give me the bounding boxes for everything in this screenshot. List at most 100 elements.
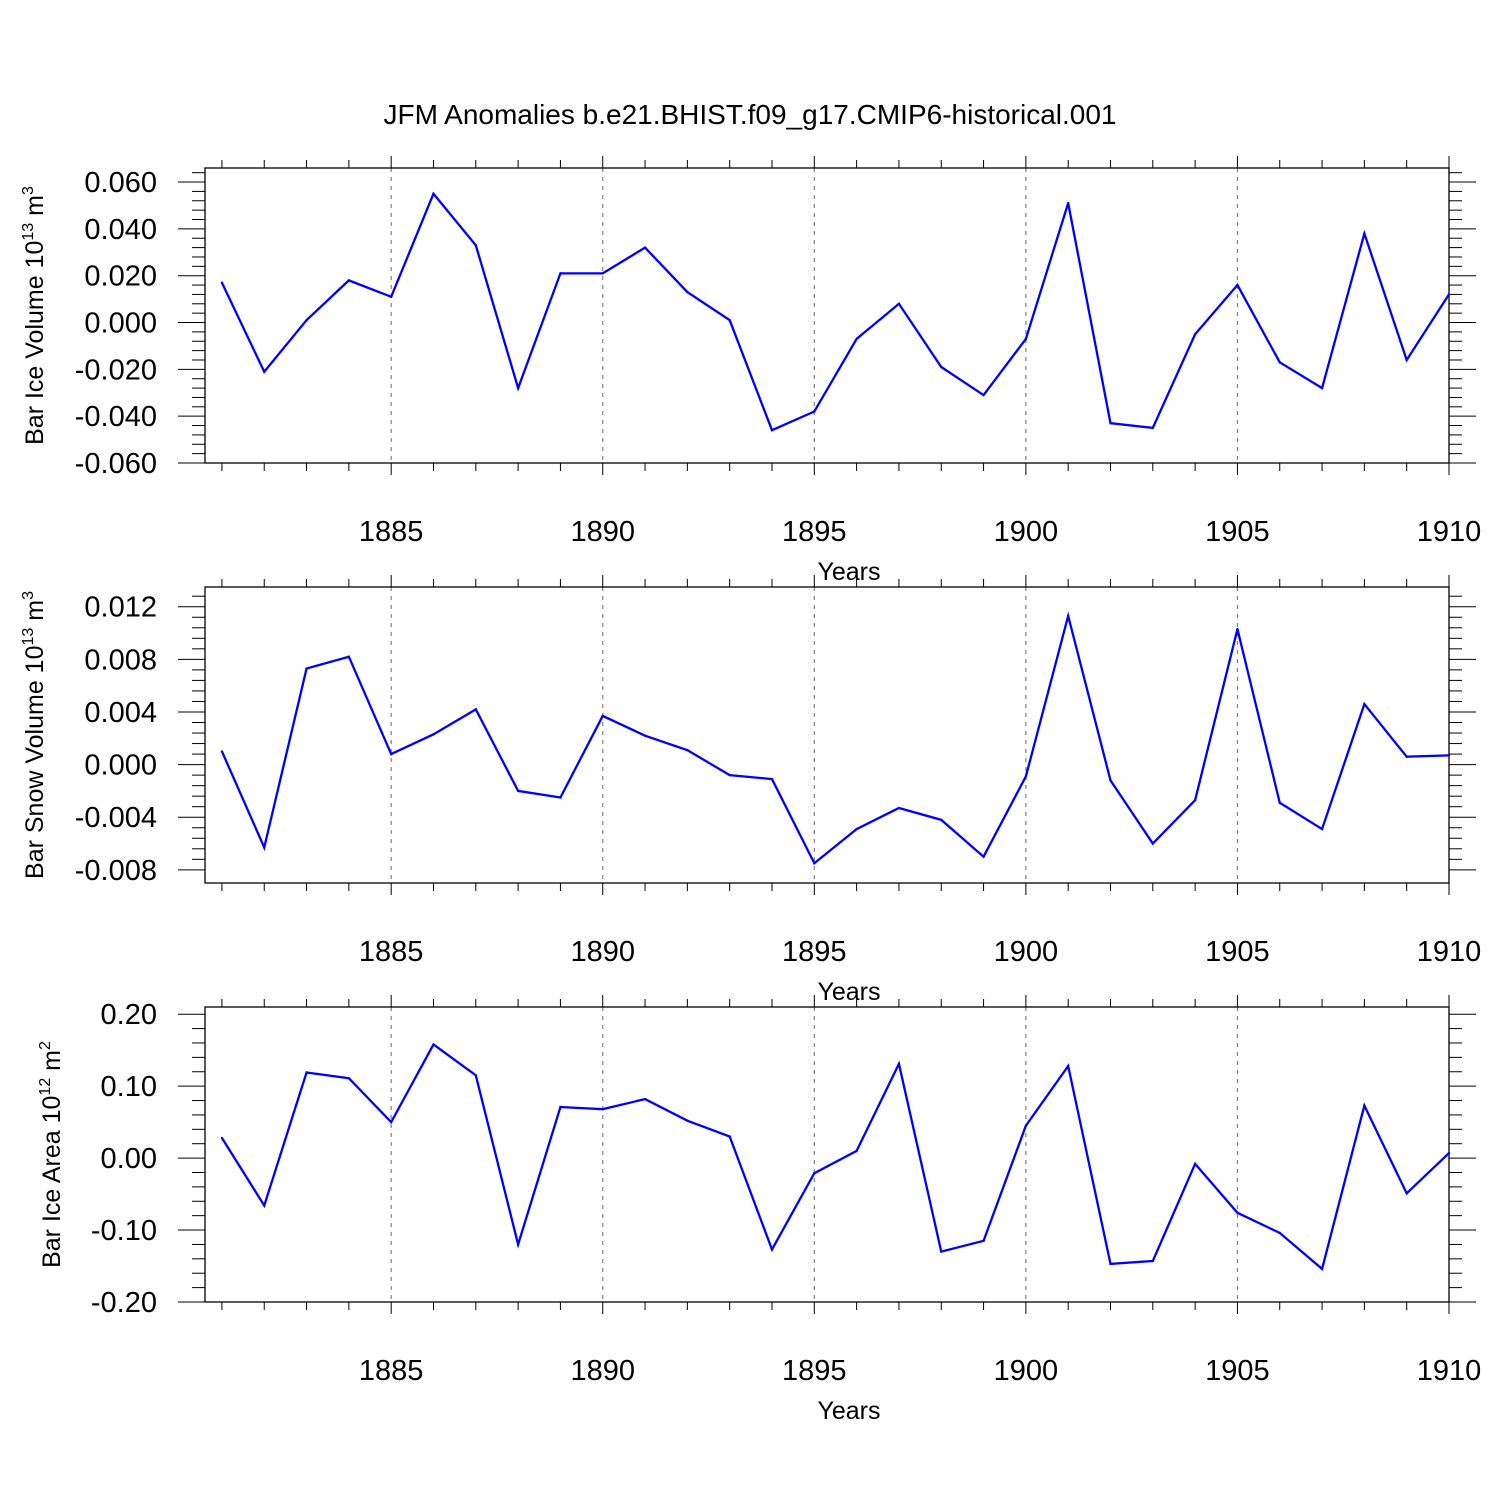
y-axis-label-sup1: 13 bbox=[20, 628, 37, 646]
y-tick-label-0.020: 0.020 bbox=[84, 261, 157, 293]
plot-frame bbox=[204, 586, 1450, 884]
data-point-1897 bbox=[897, 1062, 901, 1066]
data-point-1896 bbox=[855, 337, 858, 341]
data-point-1884 bbox=[347, 1077, 351, 1080]
y-axis-label-main: Bar Ice Area 10 bbox=[38, 1096, 66, 1268]
data-point-1904 bbox=[1193, 333, 1197, 336]
x-axis-label: Years bbox=[817, 978, 880, 1006]
y-axis-label-main: Bar Ice Volume 10 bbox=[21, 241, 49, 445]
figure-title: JFM Anomalies b.e21.BHIST.f09_g17.CMIP6-… bbox=[383, 99, 1116, 130]
data-point-1898 bbox=[940, 1250, 943, 1253]
data-point-1904 bbox=[1193, 1162, 1197, 1166]
data-point-1894 bbox=[770, 777, 774, 781]
data-point-1906 bbox=[1278, 361, 1281, 364]
data-point-1882 bbox=[263, 370, 266, 373]
data-point-1890 bbox=[601, 1107, 604, 1111]
data-point-1893 bbox=[728, 773, 731, 777]
x-tick-label-1900: 1900 bbox=[994, 936, 1059, 968]
data-point-1908 bbox=[1363, 1104, 1366, 1107]
chart-panel-1: 1885 1890 1895 1900 1905 1910 -0.060 -0.040 -0.0… bbox=[20, 156, 1481, 586]
data-point-1899 bbox=[982, 1239, 985, 1243]
data-point-1895 bbox=[813, 1172, 816, 1175]
data-point-1883 bbox=[305, 667, 308, 670]
data-point-1903 bbox=[1151, 1259, 1155, 1263]
data-point-1882 bbox=[263, 846, 266, 849]
plot-frame bbox=[204, 167, 1450, 464]
x-tick-label-1900: 1900 bbox=[994, 1355, 1059, 1387]
data-point-1891 bbox=[643, 1097, 647, 1101]
data-point-1886 bbox=[432, 1043, 435, 1046]
data-point-1902 bbox=[1109, 421, 1112, 425]
x-axis-label: Years bbox=[817, 1397, 880, 1425]
y-axis-label-sup2: 3 bbox=[20, 591, 37, 600]
x-tick-label-1910: 1910 bbox=[1417, 936, 1482, 968]
data-point-1884 bbox=[347, 655, 351, 658]
data-point-1907 bbox=[1320, 827, 1324, 831]
x-axis-label: Years bbox=[817, 558, 880, 586]
y-tick-label-0.000: 0.000 bbox=[84, 308, 157, 340]
x-tick-label-1885: 1885 bbox=[359, 1355, 424, 1387]
y-axis-label-mid: m bbox=[38, 1050, 66, 1078]
data-point-1909 bbox=[1405, 755, 1408, 758]
y-axis-label: Bar Ice Area 1012 m2 bbox=[37, 1041, 66, 1268]
data-point-1887 bbox=[474, 244, 478, 247]
series-line-1 bbox=[220, 191, 1450, 432]
y-tick-label-0.060: 0.060 bbox=[84, 167, 157, 199]
x-tick-label-1905: 1905 bbox=[1205, 516, 1270, 548]
data-point-1894 bbox=[770, 1248, 774, 1251]
y-tick-label--0.10: -0.10 bbox=[91, 1215, 157, 1247]
data-point-1889 bbox=[559, 1105, 562, 1109]
y-axis-label-mid: m bbox=[21, 600, 49, 628]
x-tick-label-1885: 1885 bbox=[359, 936, 424, 968]
data-point-1892 bbox=[686, 290, 689, 294]
data-point-1907 bbox=[1320, 1267, 1324, 1271]
data-point-1884 bbox=[347, 279, 351, 282]
x-tick-label-1910: 1910 bbox=[1417, 516, 1482, 548]
data-point-1890 bbox=[601, 714, 604, 718]
data-point-1886 bbox=[432, 192, 435, 195]
chart-panel-3: 1885 1890 1895 1900 1905 1910 -0.20 -0.10 0.00 0.… bbox=[37, 995, 1481, 1425]
data-point-1886 bbox=[432, 733, 435, 736]
y-axis-label-sup1: 12 bbox=[37, 1078, 54, 1096]
y-tick-label--0.020: -0.020 bbox=[75, 354, 157, 386]
y-axis-label: Bar Ice Volume 1013 m3 bbox=[20, 186, 49, 445]
y-tick-label--0.060: -0.060 bbox=[75, 448, 157, 480]
y-tick-label-0.040: 0.040 bbox=[84, 214, 157, 246]
data-point-1908 bbox=[1363, 702, 1366, 706]
x-tick-label-1895: 1895 bbox=[782, 516, 847, 548]
y-tick-label-0.00: 0.00 bbox=[101, 1143, 157, 1175]
data-point-1902 bbox=[1109, 779, 1112, 782]
x-tick-label-1910: 1910 bbox=[1417, 1355, 1482, 1387]
data-point-1901 bbox=[1066, 614, 1070, 618]
data-point-1895 bbox=[813, 410, 816, 413]
data-point-1890 bbox=[601, 272, 604, 275]
data-point-1881 bbox=[220, 281, 224, 284]
data-point-1899 bbox=[982, 393, 985, 397]
data-point-1881 bbox=[220, 1136, 224, 1140]
x-tick-label-1890: 1890 bbox=[570, 1355, 635, 1387]
data-point-1909 bbox=[1405, 358, 1408, 362]
y-axis-label-sup1: 13 bbox=[20, 223, 37, 241]
data-point-1892 bbox=[686, 748, 689, 752]
data-point-1907 bbox=[1320, 386, 1324, 390]
x-tick-label-1905: 1905 bbox=[1205, 936, 1270, 968]
y-tick-label--0.008: -0.008 bbox=[75, 855, 157, 887]
data-point-1888 bbox=[516, 386, 520, 390]
x-tick-label-1890: 1890 bbox=[570, 516, 635, 548]
data-point-1887 bbox=[474, 708, 478, 711]
data-point-1899 bbox=[982, 855, 985, 858]
data-point-1882 bbox=[263, 1204, 266, 1207]
y-tick-label-0.10: 0.10 bbox=[101, 1071, 157, 1103]
series-line-1 bbox=[220, 1042, 1450, 1271]
data-point-1885 bbox=[389, 295, 393, 298]
x-tick-label-1890: 1890 bbox=[570, 936, 635, 968]
y-axis-label-mid: m bbox=[21, 195, 49, 223]
data-point-1900 bbox=[1024, 337, 1028, 341]
data-point-1903 bbox=[1151, 426, 1155, 430]
data-point-1894 bbox=[770, 429, 774, 432]
data-point-1883 bbox=[305, 1071, 308, 1074]
data-point-1906 bbox=[1278, 801, 1281, 804]
data-point-1892 bbox=[686, 1119, 689, 1122]
data-point-1900 bbox=[1024, 1124, 1028, 1127]
